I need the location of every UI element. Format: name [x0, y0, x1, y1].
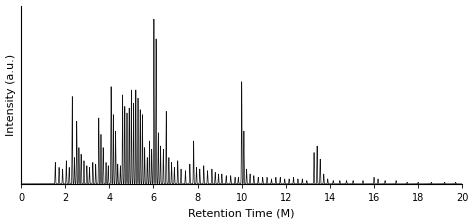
Y-axis label: Intensity (a.u.): Intensity (a.u.) [6, 54, 16, 136]
X-axis label: Retention Time (M): Retention Time (M) [189, 209, 295, 218]
